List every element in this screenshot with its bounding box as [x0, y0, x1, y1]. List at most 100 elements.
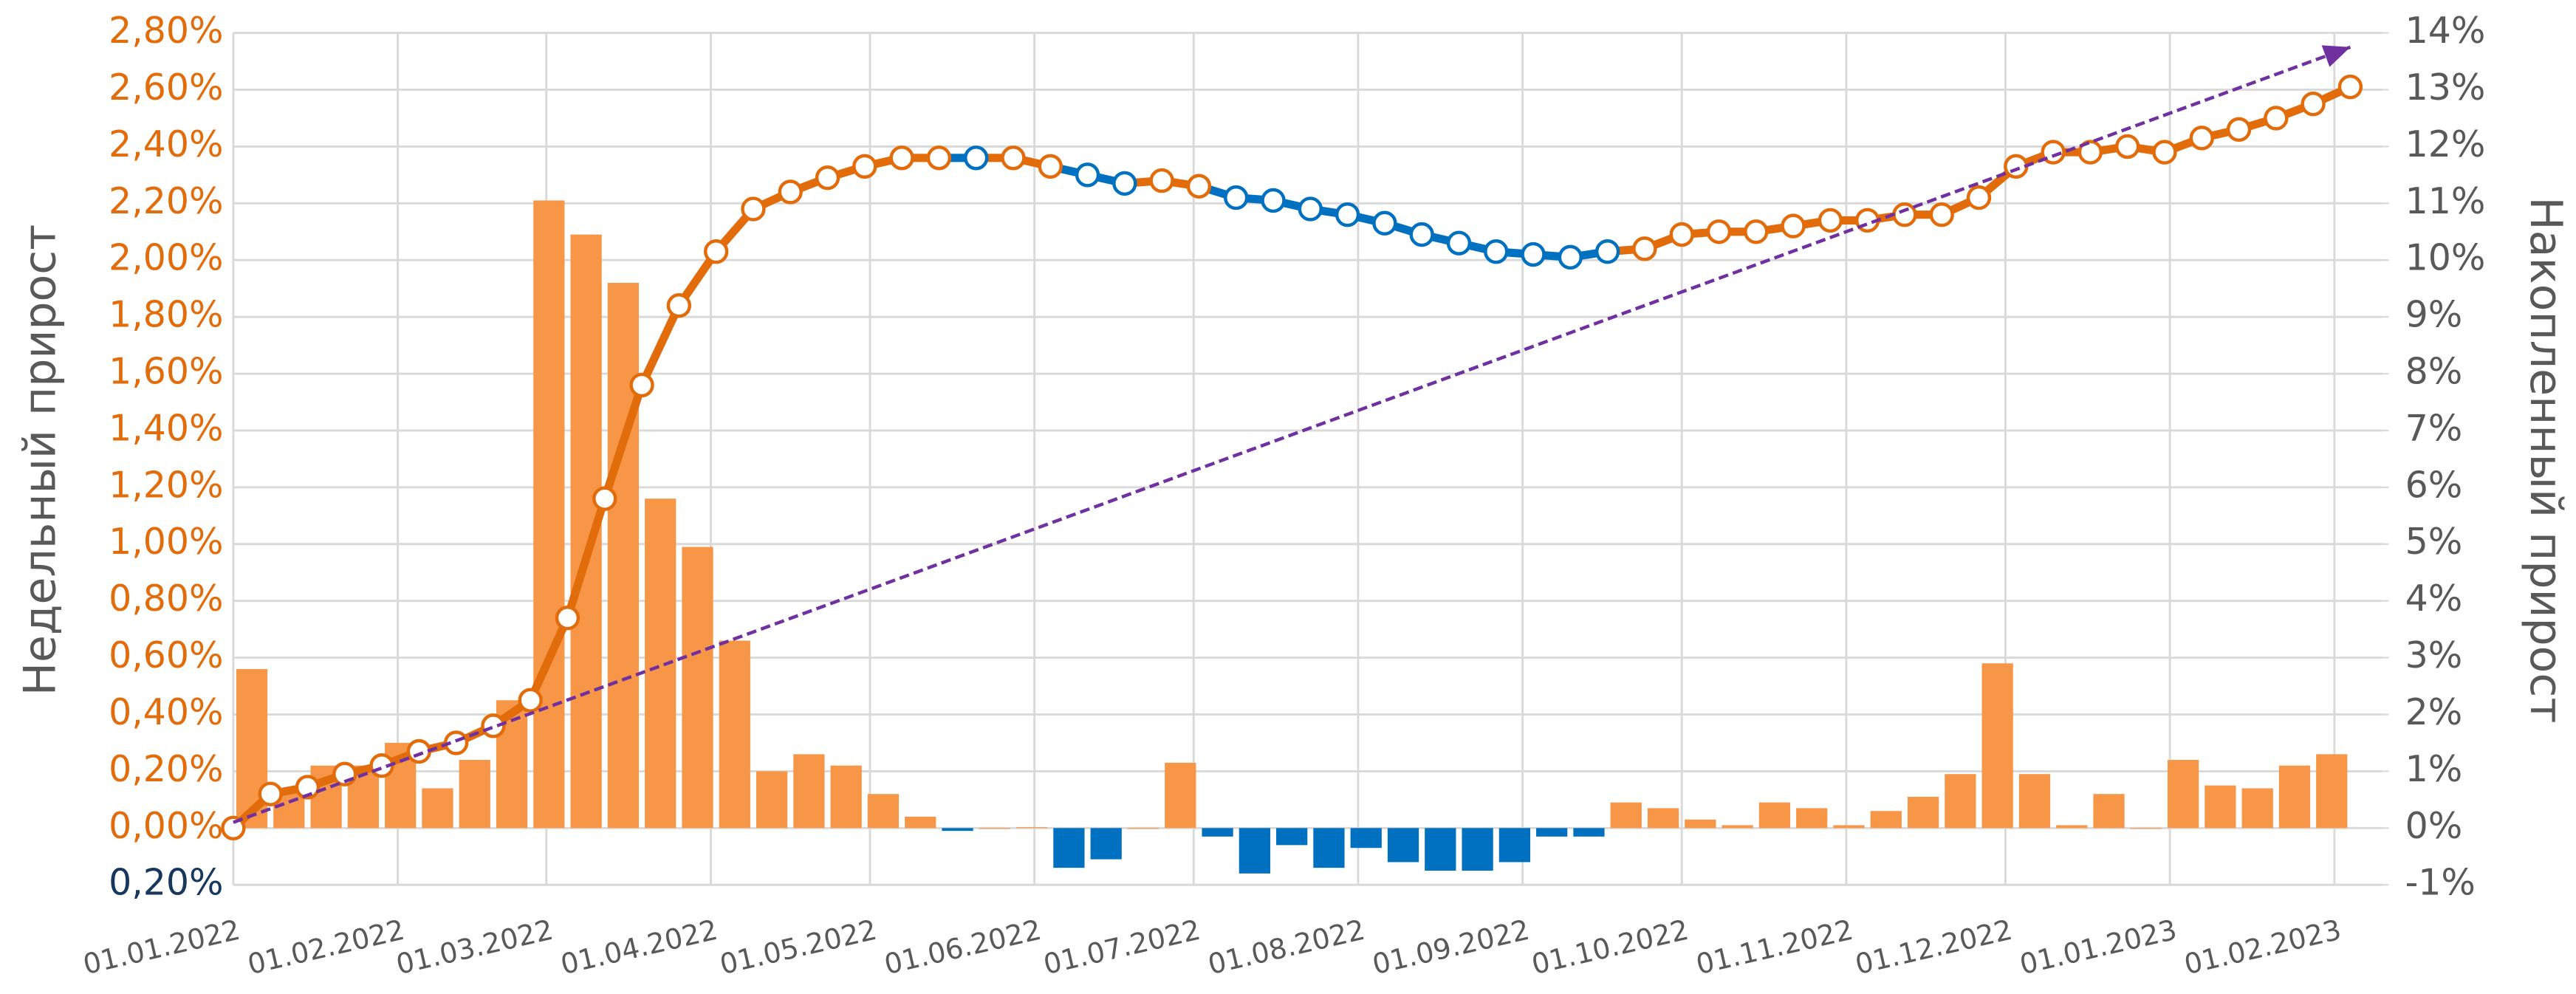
bar	[1015, 827, 1048, 829]
y2-tick-label: 10%	[2405, 237, 2486, 279]
y-tick-label: 2,40%	[109, 123, 223, 165]
line-marker	[1594, 239, 1620, 264]
y2-tick-label: 14%	[2405, 10, 2486, 52]
bar	[979, 828, 1010, 829]
line-segment	[563, 494, 609, 623]
line-marker	[481, 713, 506, 738]
line-marker	[815, 165, 840, 191]
bar	[905, 816, 936, 829]
bar	[1981, 663, 2013, 829]
bar	[1685, 819, 1716, 829]
x-tick-label: 01.06.2022	[881, 914, 1044, 981]
line-marker	[1409, 222, 1434, 247]
y2-axis-title: Накопленный прирост	[2520, 197, 2572, 724]
line-marker	[1149, 168, 1174, 193]
line-marker	[1558, 244, 1583, 270]
y-axis-title: Недельный прирост	[14, 224, 66, 696]
y2-tick-label: 7%	[2405, 407, 2463, 449]
bar	[1498, 828, 1531, 863]
line-marker	[1446, 230, 1472, 256]
bar	[682, 546, 713, 829]
bar	[756, 771, 788, 829]
line-marker	[1744, 219, 1769, 244]
bar	[459, 760, 490, 829]
bar	[719, 640, 750, 829]
bar	[793, 754, 825, 829]
line-marker	[703, 239, 729, 264]
bar	[1907, 796, 1939, 829]
line-marker	[1112, 171, 1137, 196]
trend-line	[233, 45, 2351, 824]
x-tick-label: 01.02.2023	[2181, 914, 2344, 981]
bar	[1796, 808, 1828, 829]
bar	[2167, 760, 2199, 829]
line-marker	[629, 372, 654, 398]
bar	[1165, 762, 1196, 829]
y-tick-label: 2,60%	[109, 66, 223, 109]
y-tick-label: 0,40%	[109, 691, 223, 733]
line-marker	[2152, 140, 2177, 165]
line-marker	[1929, 202, 1954, 227]
bar	[1462, 828, 1493, 871]
line-marker	[592, 486, 617, 511]
y2-tick-label: 0%	[2405, 805, 2463, 847]
line-marker	[1669, 222, 1694, 247]
x-tick-label: 01.01.2023	[2017, 914, 2180, 981]
y2-tick-label: 1%	[2405, 748, 2463, 790]
y2-tick-label: 9%	[2405, 294, 2463, 336]
bar	[830, 765, 862, 829]
bar	[2316, 754, 2348, 829]
line-marker	[1818, 208, 1843, 233]
line-marker	[2041, 140, 2066, 165]
bar	[1536, 828, 1568, 837]
line-marker	[963, 145, 989, 171]
line-marker	[2004, 154, 2029, 179]
y2-tick-label: 11%	[2405, 180, 2486, 222]
line-segment	[600, 380, 646, 503]
x-tick-label: 01.05.2022	[717, 914, 880, 981]
x-tick-label: 01.01.2022	[80, 914, 243, 981]
line-marker	[1781, 213, 1806, 239]
x-tick-label: 01.12.2022	[1852, 914, 2015, 981]
line-marker	[258, 781, 283, 806]
y-tick-label: 0,00%	[109, 805, 223, 847]
y-tick-label: 1,60%	[109, 351, 223, 393]
line-series	[221, 74, 2363, 840]
x-tick-label: 01.11.2022	[1693, 914, 1856, 981]
line-marker	[2301, 92, 2326, 117]
line-marker	[1001, 145, 1026, 171]
y-tick-label: 2,20%	[109, 180, 223, 222]
line-segment	[526, 614, 572, 705]
line-marker	[2264, 106, 2289, 131]
y-tick-label: 1,00%	[109, 521, 223, 563]
bar	[2093, 794, 2125, 829]
y2-tick-label: -1%	[2405, 862, 2476, 904]
bar	[1127, 828, 1159, 829]
line-marker	[889, 145, 914, 171]
bar	[2130, 828, 2162, 829]
x-tick-label: 01.03.2022	[393, 914, 556, 981]
y2-tick-label: 5%	[2405, 521, 2463, 563]
line-marker	[555, 606, 580, 631]
bar	[1313, 828, 1345, 868]
line-marker	[666, 293, 692, 318]
bar	[1239, 828, 1270, 874]
line-marker	[518, 688, 543, 713]
y-tick-label: 2,80%	[109, 10, 223, 52]
bar	[942, 828, 973, 832]
y-tick-label: 1,40%	[109, 407, 223, 449]
line-marker	[1521, 241, 1546, 267]
line-segment	[637, 301, 683, 389]
y-tick-label: 0,60%	[109, 634, 223, 676]
line-marker	[1298, 196, 1323, 222]
y-tick-label: 1,80%	[109, 294, 223, 336]
bar	[2056, 825, 2088, 829]
line-marker	[1186, 174, 1212, 199]
bar	[1090, 828, 1122, 860]
y-tick-label: 0,20%	[109, 748, 223, 790]
bar	[1722, 825, 1753, 829]
line-marker	[295, 775, 321, 800]
x-tick-label: 01.04.2022	[558, 914, 721, 981]
bar	[1202, 828, 1233, 837]
line-marker	[741, 196, 766, 222]
